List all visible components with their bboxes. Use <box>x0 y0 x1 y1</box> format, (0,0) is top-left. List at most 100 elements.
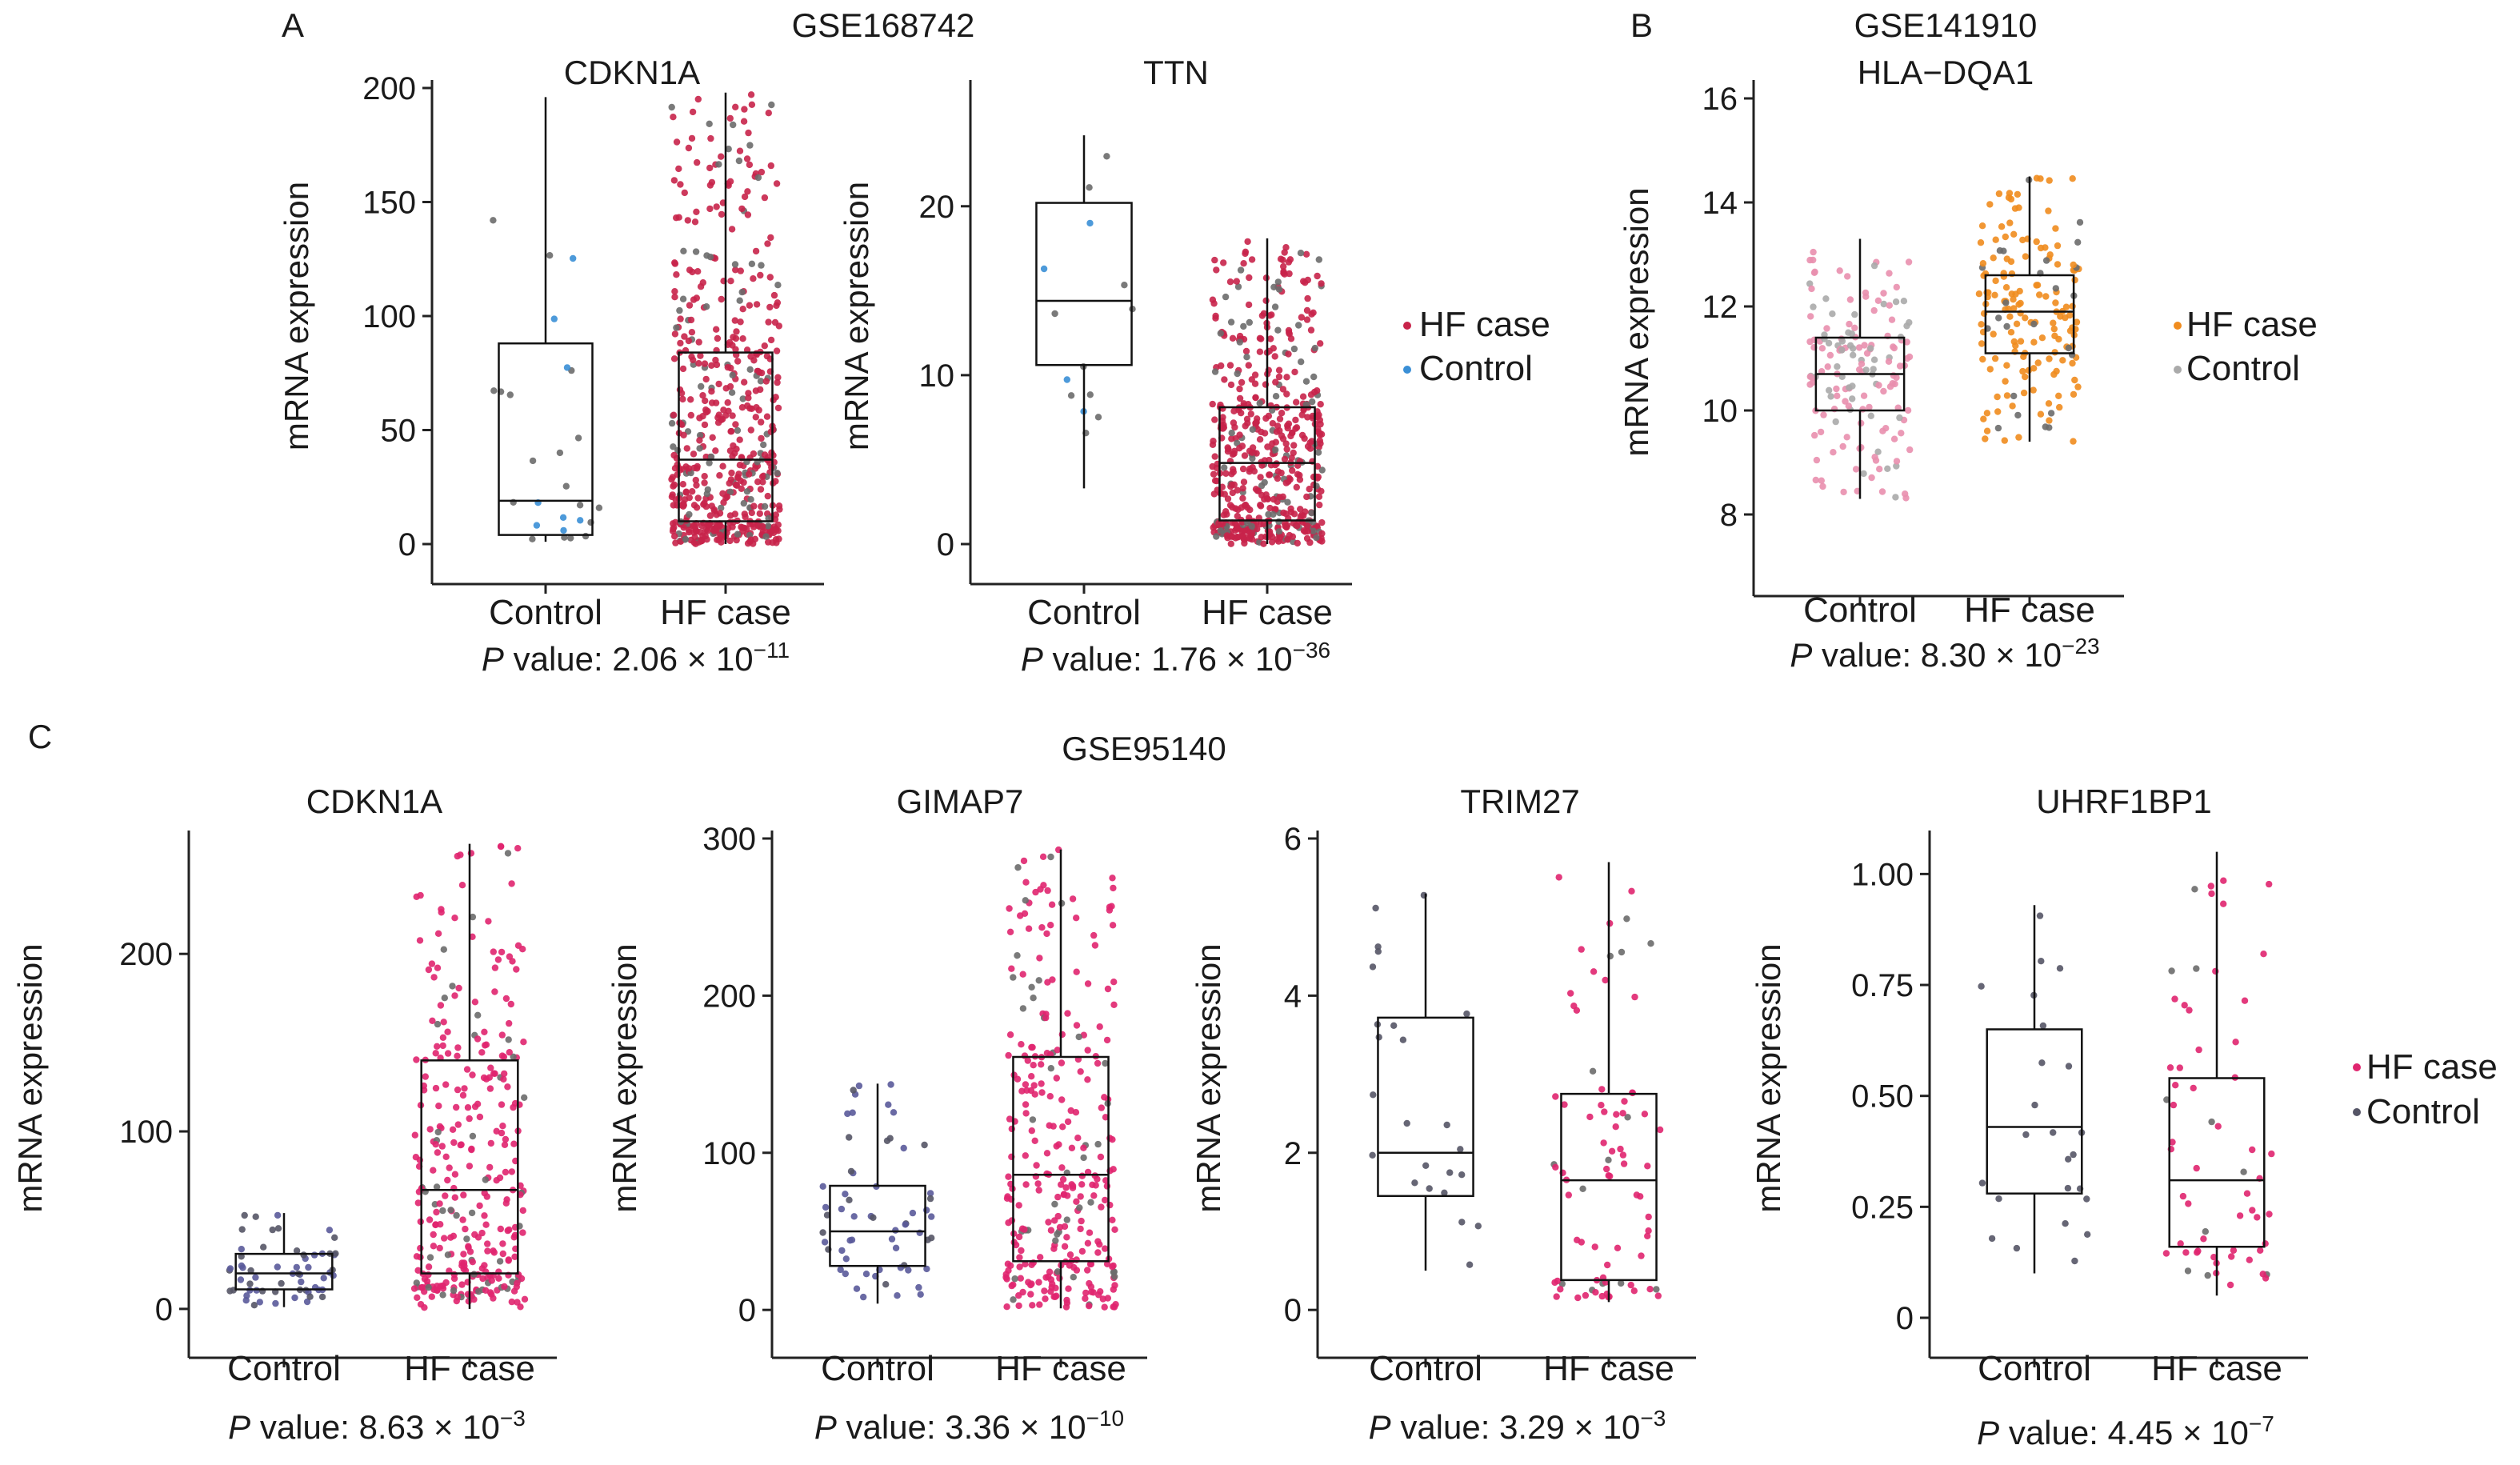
data-point <box>1272 378 1279 386</box>
data-point <box>2003 255 2010 262</box>
data-point <box>838 1205 846 1213</box>
data-point <box>2046 417 2053 424</box>
data-point <box>1227 318 1235 326</box>
data-point <box>1656 1126 1664 1134</box>
data-point <box>595 504 603 511</box>
data-point <box>451 1171 459 1178</box>
data-point <box>729 412 736 419</box>
data-point <box>508 880 515 887</box>
data-point <box>1052 1237 1059 1244</box>
data-point <box>2042 293 2050 300</box>
data-point <box>1846 296 1854 303</box>
data-point <box>2052 299 2059 306</box>
data-point <box>730 334 737 341</box>
data-point <box>442 1192 449 1199</box>
y-axis-label: mRNA expression <box>1618 187 1655 456</box>
data-point <box>1283 390 1290 398</box>
plot-title: CDKN1A <box>306 783 442 820</box>
data-point <box>1005 1173 1012 1180</box>
data-point <box>2042 423 2049 430</box>
y-tick-label: 4 <box>1284 979 1302 1014</box>
data-point <box>686 526 693 534</box>
data-point <box>732 103 739 110</box>
data-point <box>1249 426 1257 433</box>
data-point <box>1245 301 1253 309</box>
data-point <box>1261 478 1268 486</box>
data-point <box>238 1226 246 1233</box>
data-point <box>250 1302 258 1309</box>
data-point <box>708 178 716 186</box>
data-point <box>425 1283 432 1291</box>
data-point <box>680 502 687 509</box>
data-point <box>241 1211 248 1219</box>
data-point <box>696 437 703 444</box>
data-point <box>455 984 462 992</box>
data-point <box>1850 351 1857 358</box>
data-point <box>461 1085 468 1092</box>
data-point <box>2001 437 2008 444</box>
data-point <box>698 382 705 390</box>
data-point <box>1275 528 1283 535</box>
data-point <box>1240 400 1247 407</box>
data-point <box>458 1281 466 1288</box>
box-iqr <box>1035 202 1133 366</box>
data-point <box>457 851 464 859</box>
data-point <box>738 288 746 296</box>
data-point <box>1994 424 2002 432</box>
data-point <box>2259 1271 2266 1278</box>
data-point <box>582 532 590 540</box>
data-point <box>2020 389 2028 397</box>
data-point <box>1049 1280 1056 1287</box>
data-point <box>2254 1214 2261 1221</box>
data-point <box>1031 1091 1038 1098</box>
data-point <box>511 1253 518 1261</box>
data-point <box>2046 251 2054 258</box>
data-point <box>1230 447 1238 454</box>
data-point <box>716 510 724 517</box>
data-point <box>502 995 510 1003</box>
data-point <box>693 208 700 215</box>
data-point <box>761 502 769 510</box>
data-point <box>1297 250 1305 257</box>
data-point <box>1006 928 1014 936</box>
data-point <box>440 1019 447 1026</box>
data-point <box>1982 435 1989 442</box>
data-point <box>1240 260 1247 267</box>
data-point <box>462 1267 470 1275</box>
data-point <box>734 426 742 434</box>
plot-c-cdkn1a: CDKN1A 0 100 200 mRNA expression Control HF ca… <box>11 783 557 1446</box>
data-point <box>1221 464 1228 471</box>
data-point <box>417 1244 424 1252</box>
data-point <box>468 1209 476 1217</box>
data-point <box>1313 534 1320 542</box>
data-point <box>744 188 751 195</box>
data-point <box>894 1292 901 1299</box>
data-point <box>850 1087 857 1094</box>
data-point <box>1238 378 1246 386</box>
data-point <box>1222 293 1230 301</box>
data-point <box>1254 526 1261 533</box>
data-point <box>673 214 680 222</box>
data-point <box>2240 1168 2247 1175</box>
data-point <box>677 339 684 347</box>
data-point <box>1022 1081 1030 1088</box>
data-point <box>2268 1150 2275 1158</box>
x-tick-label: HF case <box>995 1349 1126 1388</box>
data-point <box>503 1196 510 1203</box>
data-point <box>1304 527 1312 535</box>
data-point <box>1608 1147 1616 1155</box>
data-point <box>750 502 758 510</box>
data-point <box>1290 345 1298 353</box>
data-point <box>737 267 744 274</box>
data-point <box>1598 1086 1606 1093</box>
data-point <box>758 262 765 269</box>
data-point <box>2002 299 2010 306</box>
data-point <box>1061 1243 1069 1251</box>
data-point <box>459 1091 467 1099</box>
data-point <box>1047 1227 1055 1234</box>
data-point <box>1286 270 1293 278</box>
data-point <box>2030 320 2038 328</box>
data-point <box>1073 1022 1081 1029</box>
data-point <box>1039 853 1047 861</box>
data-point <box>1110 1303 1117 1311</box>
